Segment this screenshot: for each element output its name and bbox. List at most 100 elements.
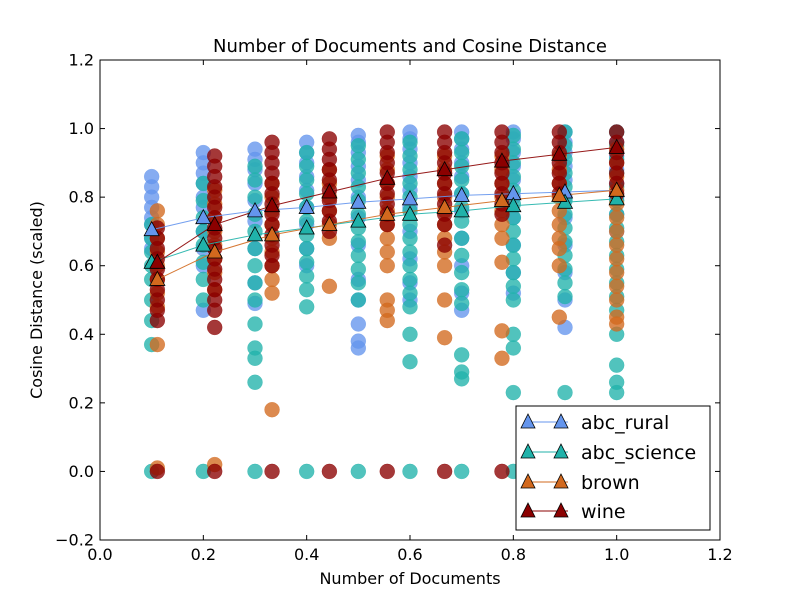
data-point	[494, 254, 510, 271]
legend-box	[515, 405, 711, 531]
data-point	[436, 292, 453, 308]
data-point	[149, 312, 166, 329]
x-tick-label: 1.2	[707, 545, 732, 564]
y-tick-label: 0.2	[69, 393, 94, 412]
data-point	[298, 299, 315, 315]
mean-marker	[206, 243, 223, 259]
mean-marker	[263, 226, 281, 242]
data-point	[247, 374, 263, 391]
data-point	[402, 230, 418, 247]
mean-marker	[195, 208, 212, 225]
data-point	[402, 299, 418, 315]
x-tick-label: 0.6	[397, 545, 422, 564]
mean-marker	[143, 220, 160, 237]
data-point	[350, 233, 367, 250]
y-tick-label: 0.8	[69, 188, 94, 207]
data-point	[264, 285, 280, 301]
data-point	[379, 312, 396, 329]
data-point	[298, 268, 315, 284]
data-point	[505, 292, 522, 308]
data-point	[264, 257, 280, 274]
data-point	[453, 131, 470, 147]
mean-marker	[246, 202, 264, 218]
mean-marker	[551, 145, 568, 161]
data-point	[608, 278, 625, 295]
data-point	[608, 251, 625, 267]
data-point	[505, 340, 522, 356]
data-point	[608, 223, 625, 240]
data-point	[402, 257, 418, 274]
y-tick-label: −0.2	[55, 531, 94, 550]
data-point	[298, 144, 315, 161]
ticks-layer: 0.0 0.2 0.4 0.6 0.8 1.0 1.2−0.20.00.20.40.60.8…	[55, 51, 733, 565]
mean-marker	[608, 190, 625, 206]
data-point	[402, 463, 418, 480]
legend-marker	[520, 473, 536, 489]
data-point	[247, 275, 263, 291]
mean-marker	[246, 226, 264, 242]
mean-marker	[149, 270, 166, 286]
data-point	[494, 350, 510, 367]
data-point	[298, 158, 315, 175]
mean-markers-layer	[143, 138, 625, 286]
legend-label: brown	[581, 472, 640, 494]
data-point	[494, 463, 510, 480]
mean-marker	[350, 212, 367, 228]
mean-marker	[505, 196, 522, 213]
mean-marker	[350, 193, 367, 209]
data-point	[436, 216, 453, 233]
legend-label: wine	[581, 501, 626, 523]
data-point	[379, 257, 396, 274]
data-point	[350, 151, 367, 168]
data-point	[608, 357, 625, 373]
data-point	[402, 148, 418, 164]
data-point	[505, 278, 522, 295]
data-point	[247, 240, 263, 257]
data-point	[608, 292, 625, 308]
data-point	[608, 316, 625, 332]
data-point	[247, 257, 263, 274]
x-tick-label: 1.0	[604, 545, 629, 564]
data-point	[402, 175, 418, 192]
data-point	[551, 240, 568, 257]
legend-entry-abc-rural: abc_rural	[520, 412, 669, 434]
data-point	[402, 271, 418, 288]
data-point	[379, 230, 396, 247]
mean-marker	[401, 190, 419, 206]
legend-marker	[553, 502, 569, 518]
data-point	[402, 244, 418, 260]
mean-marker	[206, 215, 223, 231]
data-point	[247, 350, 263, 367]
data-point	[453, 172, 470, 188]
legend-marker	[553, 413, 569, 429]
mean-marker	[551, 186, 568, 202]
mean-marker	[379, 205, 396, 221]
data-point	[557, 288, 573, 305]
data-point	[298, 281, 315, 298]
mean-marker	[493, 152, 511, 168]
data-point	[350, 463, 367, 480]
x-tick-label: 0.8	[501, 545, 526, 564]
data-point	[247, 292, 263, 308]
mean-marker	[298, 219, 315, 235]
data-point	[494, 230, 510, 247]
y-tick-label: 1.0	[69, 119, 94, 138]
data-point	[453, 144, 470, 161]
data-point	[379, 463, 396, 480]
data-point	[608, 264, 625, 281]
data-point	[453, 347, 470, 363]
data-point	[298, 463, 315, 480]
data-point	[453, 230, 470, 247]
mean-marker	[379, 169, 396, 185]
data-point	[551, 309, 568, 325]
data-point	[379, 244, 396, 260]
data-point	[247, 158, 263, 175]
data-point	[350, 247, 367, 264]
data-point	[350, 275, 367, 291]
mean-marker	[321, 215, 338, 231]
data-point	[436, 257, 453, 274]
mean-marker	[436, 160, 453, 177]
mean-marker	[608, 138, 625, 154]
data-point	[494, 323, 510, 339]
data-point	[264, 401, 280, 418]
